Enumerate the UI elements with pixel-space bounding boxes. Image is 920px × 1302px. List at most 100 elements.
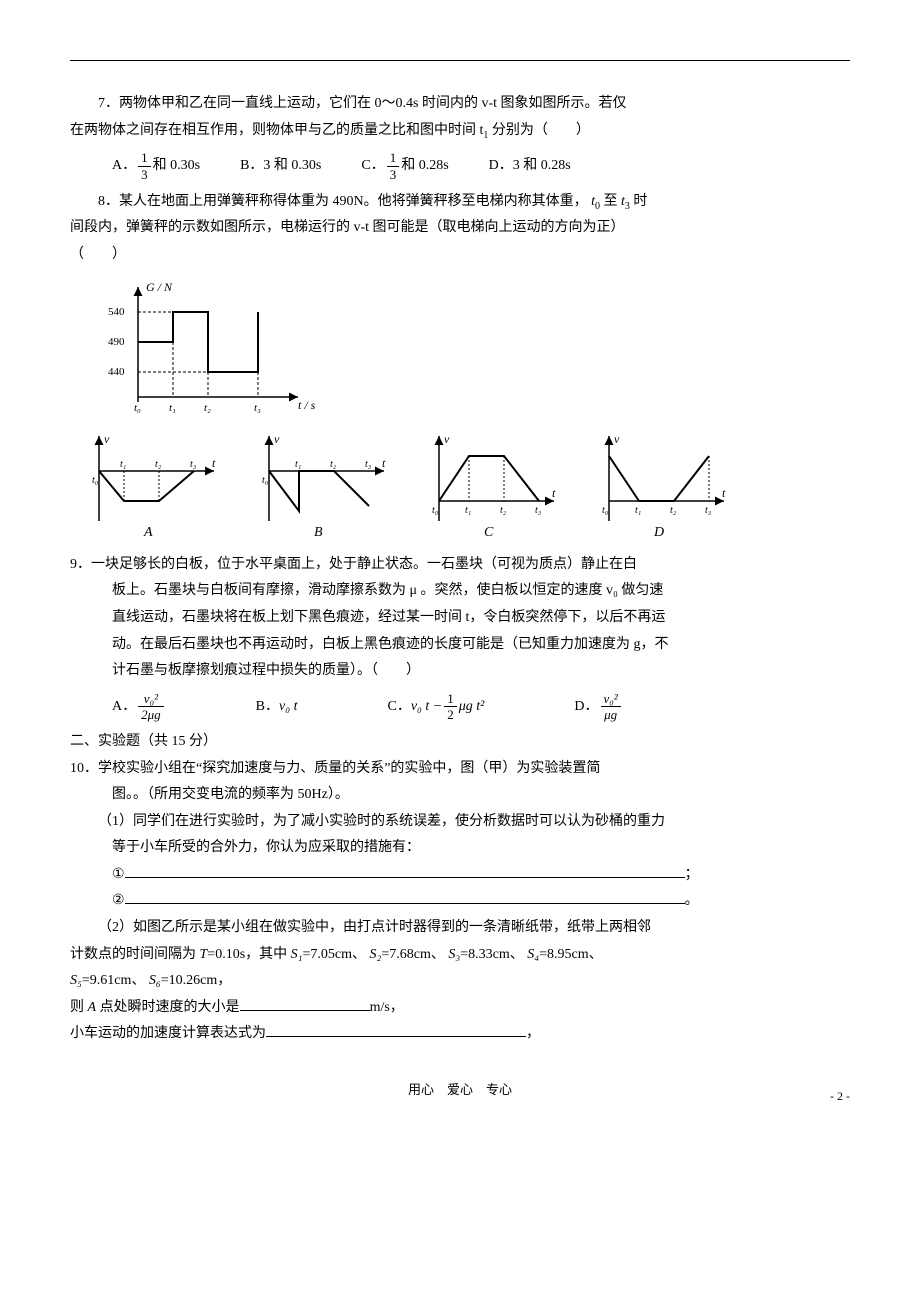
q10-s5: S₅ xyxy=(70,973,82,988)
q9-l1t: 一块足够长的白板，位于水平桌面上，处于静止状态。一石墨块（可视为质点）静止在白 xyxy=(91,557,637,572)
q7-opt-c: C． 1 3 和 0.28s xyxy=(361,150,448,182)
svg-text:t₀: t₀ xyxy=(134,402,141,414)
svg-text:v: v xyxy=(444,432,450,446)
q10-s3v: =8.33cm、 xyxy=(460,947,524,962)
blank-line-2 xyxy=(125,903,685,904)
q10-s2: S₂ xyxy=(370,947,382,962)
svg-text:t₃: t₃ xyxy=(190,459,197,470)
q8-label-d: D xyxy=(653,525,664,540)
q10-l4b: 点处瞬时速度的大小是 xyxy=(96,1000,240,1015)
q8-t1: 某人在地面上用弹簧秤称得体重为 490N。他将弹簧秤移至电梯内称其体重， xyxy=(119,194,588,209)
q10-p2-l2: 计数点的时间间隔为 T=0.10s，其中 S₁=7.05cm、 S₂=7.68c… xyxy=(70,942,850,969)
q10-l5: 小车运动的加速度计算表达式为 xyxy=(70,1026,266,1041)
q9-b-pre: B． xyxy=(256,694,279,721)
q8-label-a: A xyxy=(143,525,153,540)
q7-line1: 7．两物体甲和乙在同一直线上运动，它们在 0～0.4s 时间内的 v-t 图象如… xyxy=(70,91,850,118)
q10-b2-end: 。 xyxy=(685,893,699,908)
q9-c-pre: C． xyxy=(387,694,410,721)
q10-p2-l1: （2）如图乙所示是某小组在做实验中，由打点计时器得到的一条清晰纸带，纸带上两相邻 xyxy=(70,915,850,942)
q8-line1: 8．某人在地面上用弹簧秤称得体重为 490N。他将弹簧秤移至电梯内称其体重， t… xyxy=(70,189,850,216)
q7-a-num: 1 xyxy=(138,150,151,167)
q9-opt-c: C． v₀ t − 1 2 μg t² xyxy=(387,691,484,723)
q9-opt-b: B． v₀ t xyxy=(256,691,298,723)
q8-label-b: B xyxy=(314,525,323,540)
q10-s6v: =10.26cm， xyxy=(161,973,232,988)
svg-text:t₁: t₁ xyxy=(635,505,641,516)
q9-options: A． v₀² 2μg B． v₀ t C． v₀ t − 1 2 μg t² D… xyxy=(70,691,850,723)
section2-title: 二、实验题（共 15 分） xyxy=(70,729,850,756)
svg-text:t₂: t₂ xyxy=(204,402,211,414)
q9-c-ta: v₀ t − xyxy=(411,694,442,721)
q10-s4v: =8.95cm、 xyxy=(539,947,603,962)
q10-b1-end: ； xyxy=(685,867,699,882)
q8-opt-graph-c: v t t₀ t₁ t₂ t₃ C xyxy=(424,431,564,552)
q7-c-den: 3 xyxy=(387,167,400,183)
svg-text:t₁: t₁ xyxy=(169,402,176,414)
q8-opt-graph-a: v t t₀ t₁ t₂ t₃ A xyxy=(84,431,224,552)
q10-l1t: 学校实验小组在“探究加速度与力、质量的关系”的实验中，图（甲）为实验装置简 xyxy=(98,761,600,776)
q8-yt-540: 540 xyxy=(108,306,125,318)
q10-s4: S₄ xyxy=(527,947,539,962)
q9-a-den: 2μg xyxy=(138,707,164,723)
q8-option-graphs: v t t₀ t₁ t₂ t₃ A v t t₀ t₁ t₂ t₃ B xyxy=(84,431,850,552)
q8-tail1: 时 xyxy=(630,194,648,209)
q9-l2: 板上。石墨块与白板间有摩擦，滑动摩擦系数为 μ 。突然，使白板以恒定的速度 v₀… xyxy=(70,578,850,605)
blank-accel xyxy=(266,1036,526,1037)
svg-text:t₁: t₁ xyxy=(295,459,301,470)
q9-b-txt: v₀ t xyxy=(279,694,297,721)
q10-s2v: =7.68cm、 xyxy=(381,947,445,962)
q10-l4A: A xyxy=(88,1000,97,1015)
q7-a-den: 3 xyxy=(138,167,151,183)
q9-a-num: v₀² xyxy=(138,691,164,708)
q8-opt-graph-b: v t t₀ t₁ t₂ t₃ B xyxy=(254,431,394,552)
q10-l5end: ， xyxy=(526,1026,540,1041)
q10-l1: 10．学校实验小组在“探究加速度与力、质量的关系”的实验中，图（甲）为实验装置简 xyxy=(70,756,850,783)
svg-text:t₂: t₂ xyxy=(670,505,677,516)
q10-b2-label: ② xyxy=(112,893,125,908)
svg-text:t₀: t₀ xyxy=(432,505,439,516)
q10-p1-head: （1）同学们在进行实验时，为了减小实验时的系统误差，使分析数据时可以认为砂桶的重… xyxy=(70,809,850,836)
svg-text:t₃: t₃ xyxy=(705,505,712,516)
svg-text:t₁: t₁ xyxy=(465,505,471,516)
q9-a-frac: v₀² 2μg xyxy=(138,691,164,723)
q10-num: 10． xyxy=(70,761,98,776)
svg-text:t₂: t₂ xyxy=(155,459,162,470)
q10-p2-l2b: =0.10s，其中 xyxy=(207,947,290,962)
svg-text:t: t xyxy=(212,456,216,470)
svg-text:t₂: t₂ xyxy=(500,505,507,516)
blank-line-1 xyxy=(125,877,685,878)
q7-text2-tail: 分别为（ ） xyxy=(488,123,590,138)
q10-blank1: ①； xyxy=(70,862,850,889)
q9-c-num: 1 xyxy=(444,691,457,708)
q9-a-pre: A． xyxy=(112,694,136,721)
svg-text:t₀: t₀ xyxy=(602,505,609,516)
q7-text2: 在两物体之间存在相互作用，则物体甲与乙的质量之比和图中时间 t xyxy=(70,123,483,138)
q8-yt-440: 440 xyxy=(108,366,125,378)
svg-text:v: v xyxy=(614,432,620,446)
q10-s1: S₁ xyxy=(291,947,303,962)
q7-num: 7． xyxy=(98,96,119,111)
q9-num: 9． xyxy=(70,557,91,572)
q8-ylabel: G / N xyxy=(146,280,173,294)
q9-l3: 直线运动，石墨块将在板上划下黑色痕迹，经过某一时间 t，令白板突然停下，以后不再… xyxy=(70,605,850,632)
svg-text:t: t xyxy=(552,486,556,500)
q7-options: A． 1 3 和 0.30s B．3 和 0.30s C． 1 3 和 0.28… xyxy=(70,150,850,182)
svg-text:t₂: t₂ xyxy=(330,459,337,470)
svg-text:v: v xyxy=(274,432,280,446)
q8-opt-graph-d: v t t₀ t₁ t₂ t₃ D xyxy=(594,431,734,552)
q9-d-den: μg xyxy=(601,707,621,723)
q10-l2: 图。。（所用交变电流的频率为 50Hz）。 xyxy=(70,782,850,809)
q8-yt-490: 490 xyxy=(108,336,125,348)
blank-speed xyxy=(240,1010,370,1011)
q9-d-pre: D． xyxy=(574,694,598,721)
q7-opt-b: B．3 和 0.30s xyxy=(240,150,321,182)
svg-text:t₃: t₃ xyxy=(535,505,542,516)
q10-l4a: 则 xyxy=(70,1000,88,1015)
svg-text:t: t xyxy=(382,456,386,470)
q7-c-pre: C． xyxy=(361,153,384,180)
footer-text: 用心 爱心 专心 xyxy=(408,1082,512,1097)
svg-text:t: t xyxy=(722,486,726,500)
q10-b1-label: ① xyxy=(112,867,125,882)
q10-p2-l5: 小车运动的加速度计算表达式为 ， xyxy=(70,1021,850,1048)
svg-text:v: v xyxy=(104,432,110,446)
